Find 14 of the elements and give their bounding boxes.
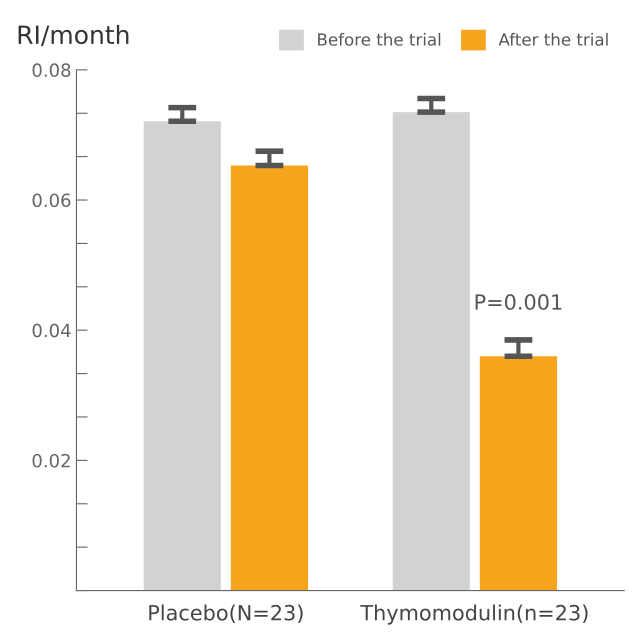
y-tick-label: 0.02 (32, 454, 70, 468)
legend-label: Before the trial (318, 32, 440, 46)
legend-label: After the trial (498, 32, 608, 46)
y-tick-label: 0.04 (32, 324, 71, 338)
bar (230, 166, 308, 591)
y-tick-label: 0.06 (32, 193, 70, 208)
bar (480, 356, 558, 591)
bar (392, 112, 470, 591)
annotation: P=0.001 (476, 294, 562, 310)
bar (144, 121, 221, 591)
y-tick-label: 0.08 (32, 63, 70, 77)
x-tick-label: Placebo(N=23) (149, 604, 303, 624)
x-tick-label: Thymomodulin(n=23) (360, 604, 588, 625)
y-axis-title: RI/month (18, 24, 128, 46)
